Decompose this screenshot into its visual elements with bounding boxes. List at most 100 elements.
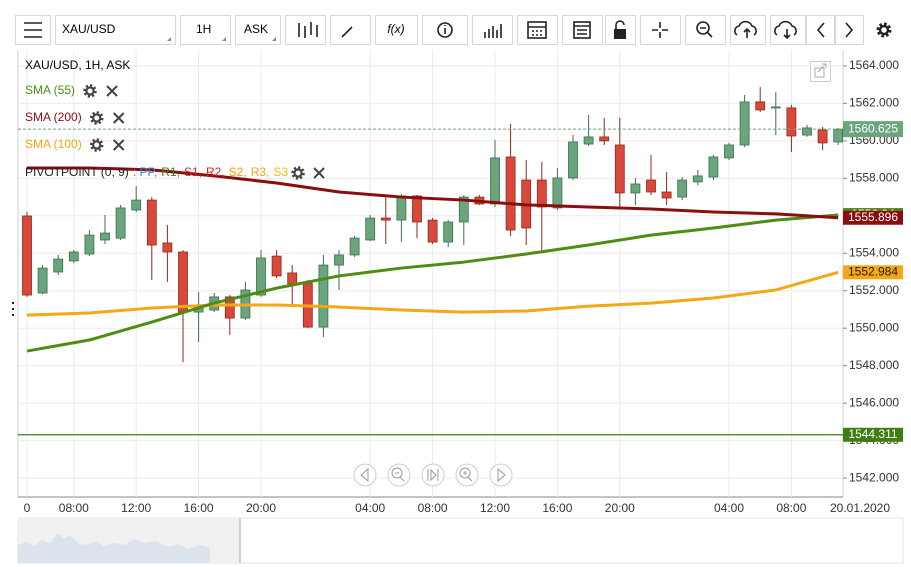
zoom-out-button[interactable] [387, 463, 411, 487]
candle-body [552, 177, 563, 209]
remove-icon[interactable] [112, 139, 125, 151]
x-tick-label: 04:00 [355, 501, 385, 515]
candle-body [178, 251, 188, 313]
x-date-label: 20.01.2020 [830, 501, 890, 515]
pivot-level-name: S2, [229, 165, 247, 179]
settings-icon[interactable] [89, 138, 104, 152]
x-tick-label: 12:00 [480, 501, 510, 515]
timeframe-button[interactable] [180, 15, 231, 45]
fit-button[interactable] [421, 463, 445, 487]
candle-body [162, 242, 173, 253]
navigator [17, 517, 904, 564]
gear-teeth [89, 111, 104, 125]
sma-line [27, 166, 839, 220]
candle-body [817, 129, 828, 144]
candle-body [661, 191, 672, 199]
candle-body [677, 179, 688, 198]
y-tick-label: 1554.000 [849, 245, 899, 259]
candle-body [380, 217, 391, 221]
settings-icon[interactable] [291, 166, 305, 180]
crosshair-button[interactable] [640, 15, 681, 45]
x-tick-label: 04:00 [714, 501, 744, 515]
candle-body [84, 234, 95, 255]
sma-value-label: 1552.984 [848, 264, 898, 278]
candle-body [770, 106, 781, 109]
indicator-button[interactable] [375, 15, 418, 45]
pivot-level-name: R1, [161, 165, 180, 179]
candle-body [646, 179, 656, 193]
gear-ring [92, 140, 102, 150]
candle-body [287, 272, 298, 285]
pivot-level-name: : PP, [133, 165, 157, 179]
candle-body [724, 144, 734, 159]
scroll-right-button[interactable] [489, 463, 513, 487]
cross [112, 112, 125, 124]
y-tick-label: 1546.000 [849, 395, 899, 409]
x-tick-label: 12:00 [121, 501, 151, 515]
gear-ring [293, 168, 303, 178]
settings-icon[interactable] [89, 111, 104, 125]
pivot-label-box [843, 427, 903, 442]
pivot-label: 1544.311 [848, 427, 897, 441]
sma-value-box [843, 265, 903, 280]
candle-body [115, 207, 126, 239]
draw-button[interactable] [330, 15, 371, 45]
download-button[interactable] [770, 15, 806, 45]
candle-body [146, 199, 157, 246]
fullscreen-button[interactable] [810, 61, 831, 82]
sma-value-label: 1555.896 [848, 210, 898, 224]
settings-button[interactable] [876, 22, 892, 38]
scroll-left-button[interactable] [353, 463, 377, 487]
y-tick-label: 1564.000 [849, 58, 899, 72]
remove-icon[interactable] [313, 167, 325, 179]
settings-icon[interactable] [83, 84, 97, 98]
candle-body [53, 258, 64, 273]
symbol: XAU/USD [62, 22, 116, 36]
symbol-input[interactable] [55, 15, 176, 45]
pivot-legend: PIVOTPOINT (0, 9) [25, 165, 129, 179]
candle-body [599, 136, 610, 142]
prev-button[interactable] [806, 15, 835, 45]
candle-body [271, 255, 282, 277]
pivot-level-name: R3, [251, 165, 270, 179]
legend-entry: SMA (100) [25, 137, 82, 151]
candle-body [568, 141, 578, 179]
zoom-button[interactable] [685, 15, 726, 45]
y-tick-label: 1542.000 [849, 470, 899, 484]
candle-body [427, 219, 438, 243]
gear-teeth [89, 138, 104, 152]
gear-ring [92, 113, 102, 123]
timeframe: 1H [196, 22, 211, 36]
side-button[interactable] [235, 15, 281, 45]
pivot-level-name: R2, [206, 165, 225, 179]
candle-body [412, 195, 422, 223]
y-tick-label: 1550.000 [849, 320, 899, 334]
x-tick-label: 20:00 [605, 501, 635, 515]
remove-icon[interactable] [112, 112, 125, 124]
gear-teeth [291, 166, 305, 180]
x-tick-label: 08:00 [418, 501, 448, 515]
pivot-level-name: S3 [273, 165, 288, 179]
x-tick-label: 08:00 [59, 501, 89, 515]
x-tick-label: 0 [24, 501, 31, 515]
plot [18, 50, 843, 497]
candle-body [443, 221, 454, 243]
x-tick-label: 16:00 [542, 501, 572, 515]
zoom-in-button[interactable] [455, 463, 479, 487]
remove-icon[interactable] [106, 85, 118, 97]
candle-body [22, 215, 32, 296]
next-button[interactable] [835, 15, 864, 45]
candle-body [131, 199, 142, 211]
candle-body [692, 175, 703, 183]
candle-body [334, 254, 344, 266]
gear-teeth [83, 84, 97, 98]
calendar-button[interactable] [517, 15, 558, 45]
last-price-box [843, 121, 903, 138]
candle-body [708, 156, 719, 178]
y-tick-label: 1558.000 [849, 171, 899, 185]
candle-body [396, 195, 407, 221]
candle-body [37, 267, 48, 294]
candle-body [536, 179, 547, 208]
last-price-label: 1560.625 [848, 121, 898, 135]
